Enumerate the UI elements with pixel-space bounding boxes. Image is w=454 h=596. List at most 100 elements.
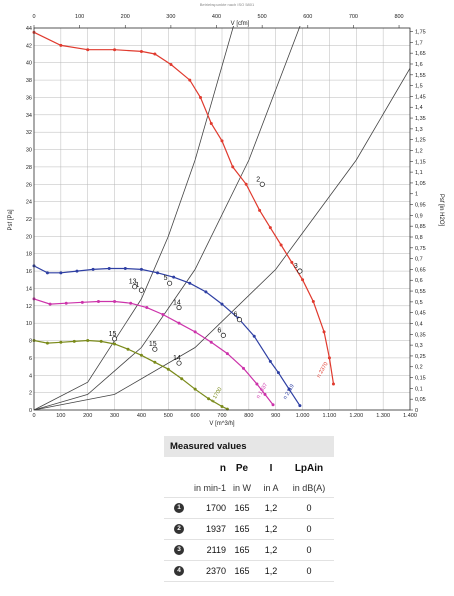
right-tick-label: 0,05 [415,397,426,403]
fan-curve-point [193,387,197,391]
fan-curve-point [166,367,170,371]
right-tick-label: 0,65 [415,267,426,273]
y-tick-label: 44 [26,26,32,32]
fan-curve-point [139,353,143,357]
right-tick-label: 0 [415,408,418,414]
right-tick-label: 1,75 [415,30,426,36]
cell-n: 2119 [206,545,226,555]
fan-curve-point [113,299,117,303]
fan-curve-point [188,281,192,285]
fan-curve-point [91,267,95,271]
right-tick-label: 0,95 [415,203,426,209]
right-tick-label: 0,25 [415,354,426,360]
fan-curve-point [322,330,326,334]
fan-curve-point [180,377,184,381]
fan-curve-point [139,49,143,53]
row-number-badge: 4 [174,566,184,576]
fan-curve-point [123,266,127,270]
x-tick-label: 0 [32,413,35,419]
top-tick-label: 600 [303,14,312,20]
operating-point-label: 15 [109,331,117,338]
fan-curve-point [220,405,224,409]
right-tick-label: 1,45 [415,94,426,100]
fan-curve-point [113,48,117,52]
right-tick-label: 0,8 [415,235,423,241]
fan-curve-point [80,300,84,304]
operating-point-marker [259,181,265,187]
y-tick-label: 6 [29,356,32,362]
fan-curve-point [263,392,267,396]
table-row: 1 1700 165 1,2 0 [164,498,334,519]
x-tick-label: 100 [56,413,65,419]
fan-curve-line [33,339,228,410]
cell-i: 1,2 [264,503,278,513]
operating-point-label: 6 [233,312,237,319]
x-tick-label: 600 [191,413,200,419]
right-tick-label: 1,55 [415,73,426,79]
right-tick-label: 0,4 [415,321,423,327]
measured-values-table: Measured values n Pe I LpAin in min-1 in… [164,436,334,582]
operating-point-label: 15 [149,341,157,348]
operating-point-label: 14 [173,300,181,307]
y-tick-label: 16 [26,269,32,275]
x-tick-label: 900 [271,413,280,419]
cell-n: 1700 [205,503,226,513]
header-n: n [219,462,226,474]
y-tick-label: 28 [26,165,32,171]
fan-curve-point [231,165,235,169]
fan-curve-point [153,52,157,56]
system-curve [34,67,410,410]
operating-point-label: 13 [129,279,137,286]
top-tick-label: 100 [75,14,84,20]
top-tick-label: 0 [32,14,35,20]
fan-curve-line [33,31,335,385]
y-tick-label: 30 [26,148,32,154]
fan-curve-point [327,356,331,360]
right-tick-label: 1,4 [415,105,423,111]
fan-curve-point [255,382,259,386]
right-tick-label: 0,6 [415,278,423,284]
fan-curve-point [298,404,302,408]
fan-curve-point [59,271,63,275]
x-tick-label: 200 [83,413,92,419]
fan-curve-label: n 2119 [282,383,295,400]
right-tick-label: 0,35 [415,332,426,338]
y-tick-label: 38 [26,78,32,84]
row-badge-cell: 3 [164,545,194,555]
fan-curve-point [290,260,294,264]
right-tick-label: 1,3 [415,127,423,133]
x-tick-label: 800 [244,413,253,419]
y-tick-label: 22 [26,217,32,223]
right-tick-label: 1,5 [415,84,423,90]
unit-pe: in W [233,483,251,493]
header-lpa: LpAin [294,462,324,474]
x-tick-label: 300 [110,413,119,419]
fan-curve-point [204,290,208,294]
cell-lpa: 0 [306,524,312,534]
row-number-badge: 2 [174,524,184,534]
right-tick-label: 1,2 [415,148,423,154]
fan-curve-point [209,122,213,125]
cell-n: 2370 [205,566,226,576]
fan-curve-point [107,266,111,270]
fan-curve-label: n 1700 [210,387,224,405]
operating-point-marker [167,280,173,286]
cell-pe: 165 [234,545,250,555]
row-number-badge: 1 [174,503,184,513]
fan-curves [32,30,335,411]
y-axis-label: Psf [Pa] [8,209,14,230]
fan-curve-point [126,347,130,351]
right-tick-label: 1,65 [415,51,426,57]
fan-curve-point [258,208,262,212]
cell-i: 1,2 [264,545,278,555]
top-tick-label: 700 [349,14,358,20]
fan-curve-point [156,271,160,275]
fan-curve-label: n 2370 [316,361,330,379]
operating-point-label: 5 [164,275,168,282]
fan-curve-point [86,48,90,52]
right-tick-label: 1,1 [415,170,423,176]
operating-point-marker [176,305,182,311]
cell-i: 1,2 [264,566,278,576]
right-tick-label: 1,7 [415,40,423,46]
